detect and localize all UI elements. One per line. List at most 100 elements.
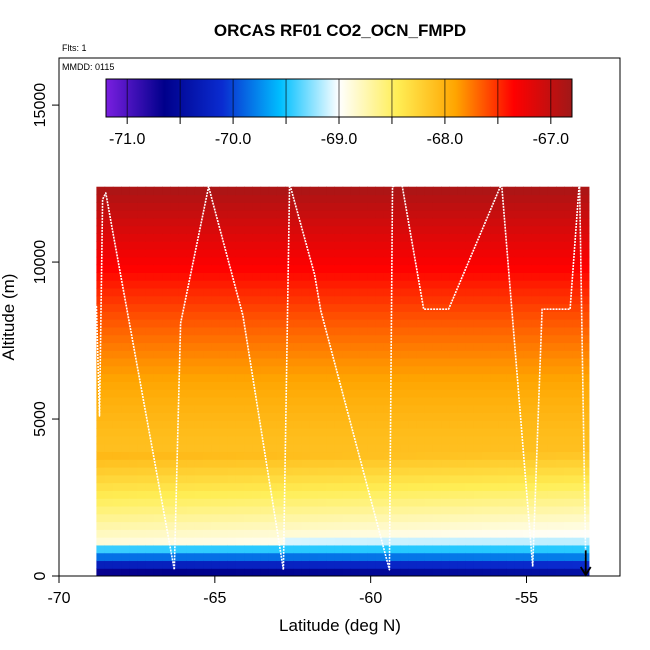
heatmap-cell [301, 529, 311, 538]
heatmap-cell [285, 412, 294, 421]
heatmap-cell [260, 474, 270, 484]
heatmap-cell [112, 513, 122, 523]
heatmap-cell [326, 560, 336, 569]
heatmap-cell [449, 319, 459, 328]
heatmap-cell [112, 295, 122, 305]
heatmap-cell [104, 264, 114, 273]
heatmap-cell [449, 311, 459, 320]
heatmap-cell [367, 435, 377, 445]
heatmap-cell [268, 334, 278, 344]
heatmap-cell [350, 443, 360, 453]
heatmap-cell [547, 249, 557, 258]
heatmap-cell [203, 443, 212, 453]
heatmap-cell [268, 249, 278, 258]
heatmap-cell [514, 319, 524, 328]
heatmap-cell [539, 365, 549, 375]
heatmap-cell [145, 490, 155, 499]
heatmap-cell [137, 420, 147, 429]
heatmap-cell [104, 498, 114, 507]
heatmap-cell [342, 412, 352, 421]
heatmap-cell [326, 404, 336, 414]
heatmap-cell [137, 451, 147, 460]
heatmap-cell [268, 467, 278, 476]
heatmap-cell [498, 365, 508, 375]
heatmap-cell [473, 256, 483, 266]
heatmap-cell [285, 186, 294, 196]
heatmap-cell [326, 256, 336, 266]
heatmap-cell [490, 490, 500, 499]
heatmap-cell [268, 513, 278, 523]
heatmap-cell [211, 365, 221, 375]
heatmap-cell [375, 428, 385, 437]
heatmap-cell [572, 256, 582, 266]
heatmap-cell [145, 467, 155, 476]
heatmap-cell [252, 474, 262, 484]
heatmap-cell [252, 505, 262, 515]
heatmap-cell [432, 482, 442, 491]
heatmap-cell [391, 544, 401, 554]
heatmap-cell [359, 474, 368, 484]
heatmap-cell [244, 568, 253, 576]
heatmap-cell [408, 467, 418, 476]
heatmap-cell [457, 381, 467, 390]
heatmap-cell [260, 505, 270, 515]
heatmap-cell [473, 529, 483, 538]
heatmap-cell [465, 280, 475, 289]
heatmap-cell [203, 225, 212, 235]
heatmap-cell [432, 249, 442, 258]
heatmap-cell [482, 210, 491, 219]
heatmap-cell [383, 420, 393, 429]
heatmap-cell [514, 552, 524, 562]
heatmap-cell [301, 381, 311, 390]
heatmap-cell [252, 241, 262, 250]
heatmap-cell [219, 537, 229, 546]
heatmap-cell [219, 194, 229, 203]
heatmap-cell [227, 311, 237, 320]
heatmap-cell [457, 303, 467, 312]
heatmap-cell [473, 194, 483, 203]
heatmap-cell [104, 373, 114, 382]
heatmap-cell [276, 202, 286, 211]
heatmap-cell [359, 311, 368, 320]
heatmap-cell [383, 443, 393, 453]
heatmap-cell [203, 342, 212, 351]
heatmap-cell [219, 319, 229, 328]
heatmap-cell [408, 311, 418, 320]
heatmap-cell [514, 537, 524, 546]
heatmap-cell [211, 241, 221, 250]
heatmap-cell [465, 303, 475, 312]
heatmap-cell [244, 451, 253, 460]
heatmap-cell [498, 396, 508, 406]
heatmap-cell [178, 529, 188, 538]
heatmap-cell [293, 404, 303, 414]
heatmap-cell [375, 474, 385, 484]
heatmap-cell [539, 241, 549, 250]
heatmap-cell [276, 365, 286, 375]
heatmap-cell [482, 467, 491, 476]
heatmap-cell [178, 568, 188, 576]
heatmap-cell [162, 482, 171, 491]
heatmap-cell [416, 443, 426, 453]
heatmap-cell [572, 568, 582, 576]
heatmap-cell [523, 544, 532, 554]
heatmap-cell [473, 396, 483, 406]
heatmap-cell [326, 482, 336, 491]
heatmap-cell [564, 459, 574, 468]
heatmap-cell [564, 264, 574, 273]
heatmap-cell [137, 311, 147, 320]
heatmap-cell [400, 443, 409, 453]
heatmap-cell [153, 225, 163, 235]
heatmap-cell [514, 490, 524, 499]
heatmap-cell [244, 560, 253, 569]
heatmap-cell [186, 474, 196, 484]
heatmap-cell [194, 241, 204, 250]
heatmap-cell [482, 396, 491, 406]
heatmap-cell [441, 435, 450, 445]
heatmap-cell [260, 373, 270, 382]
heatmap-cell [441, 474, 450, 484]
heatmap-cell [432, 381, 442, 390]
heatmap-cell [203, 272, 212, 281]
heatmap-cell [523, 389, 532, 398]
heatmap-cell [219, 287, 229, 297]
heatmap-cell [219, 303, 229, 312]
